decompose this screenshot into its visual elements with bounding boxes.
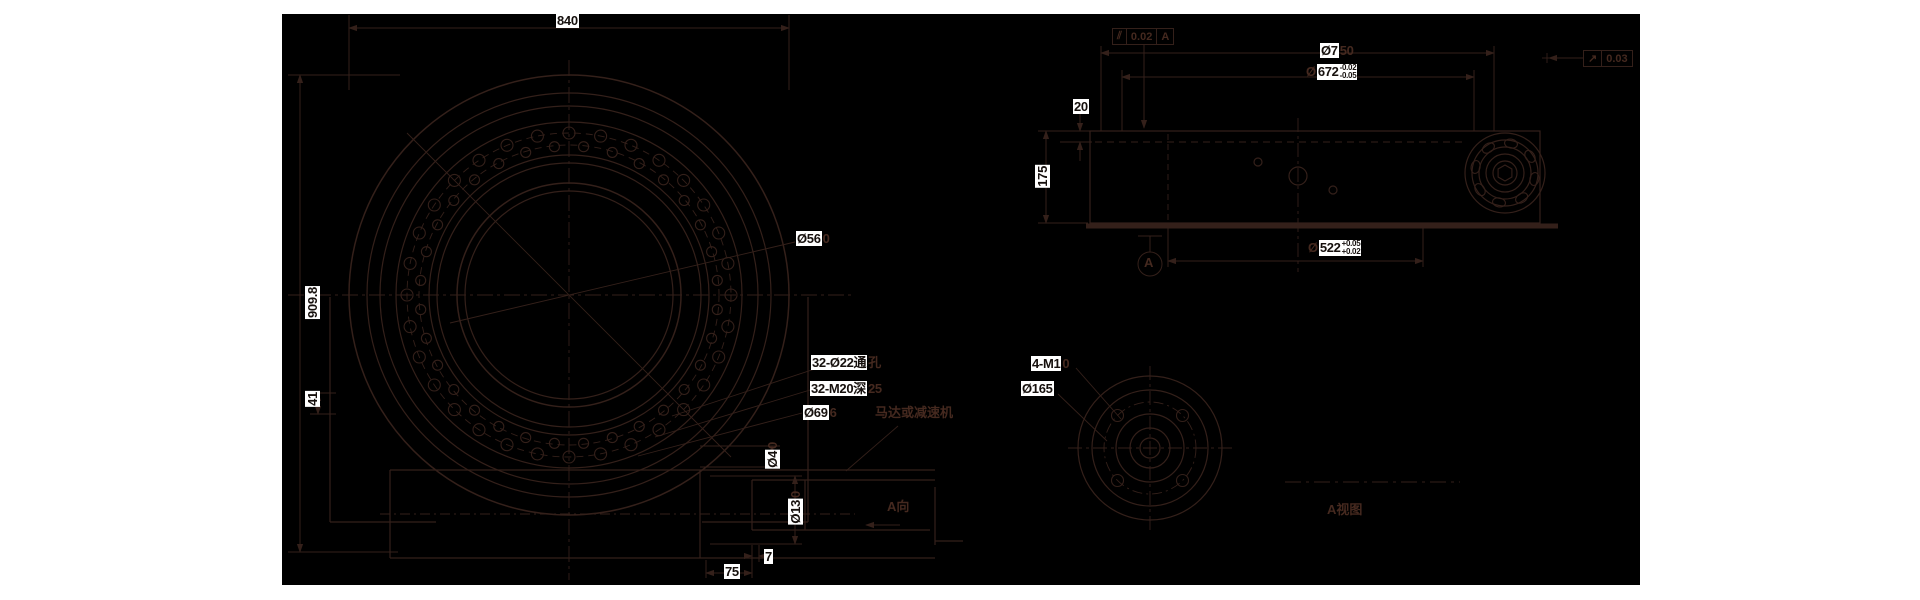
view-caption-a: A视图: [1327, 502, 1363, 517]
dim-dia165: Ø165: [1021, 381, 1054, 396]
dim-909-8: 909.8: [305, 286, 320, 320]
fcf-runout: ↗ 0.03: [1583, 50, 1633, 67]
dim-dia130: Ø13 0: [788, 491, 803, 525]
dim-dia560: Ø56 0: [796, 231, 830, 246]
dim-32-m20: 32-M20深 25: [810, 381, 882, 396]
dim-dia696: Ø69 6: [803, 405, 837, 420]
datum-letter-a: A: [1144, 255, 1154, 270]
dim-dia750: Ø7 50: [1320, 43, 1354, 58]
dim-20: 20: [1073, 99, 1089, 114]
note-motor-or-reducer: 马达或减速机: [875, 405, 954, 420]
drawing-geometry: [288, 15, 1583, 580]
dim-32-dia22: 32-Ø22通孔: [811, 355, 881, 370]
dim-75: 75: [724, 564, 740, 579]
dim-dia672: Ø 672 -0.02 -0.05: [1306, 63, 1358, 80]
dim-dia522: Ø 522 +0.05 +0.02: [1308, 239, 1362, 256]
view-arrow-label-a: A向: [887, 499, 910, 514]
dim-4-m10: 4-M1 0: [1031, 356, 1070, 371]
dim-41: 41: [305, 391, 320, 407]
dim-7: 7: [764, 549, 773, 564]
dim-175: 175: [1035, 165, 1050, 188]
fcf-parallelism: ⫽ 0.02 A: [1112, 28, 1175, 45]
dim-840: 840: [556, 14, 579, 28]
dim-dia40: Ø4 0: [765, 442, 780, 469]
drawing-image: 840 Ø7 50 Ø 672 -0.02 -0.05 20 175 Ø56 0 909.8 41 32-…: [282, 14, 1640, 585]
